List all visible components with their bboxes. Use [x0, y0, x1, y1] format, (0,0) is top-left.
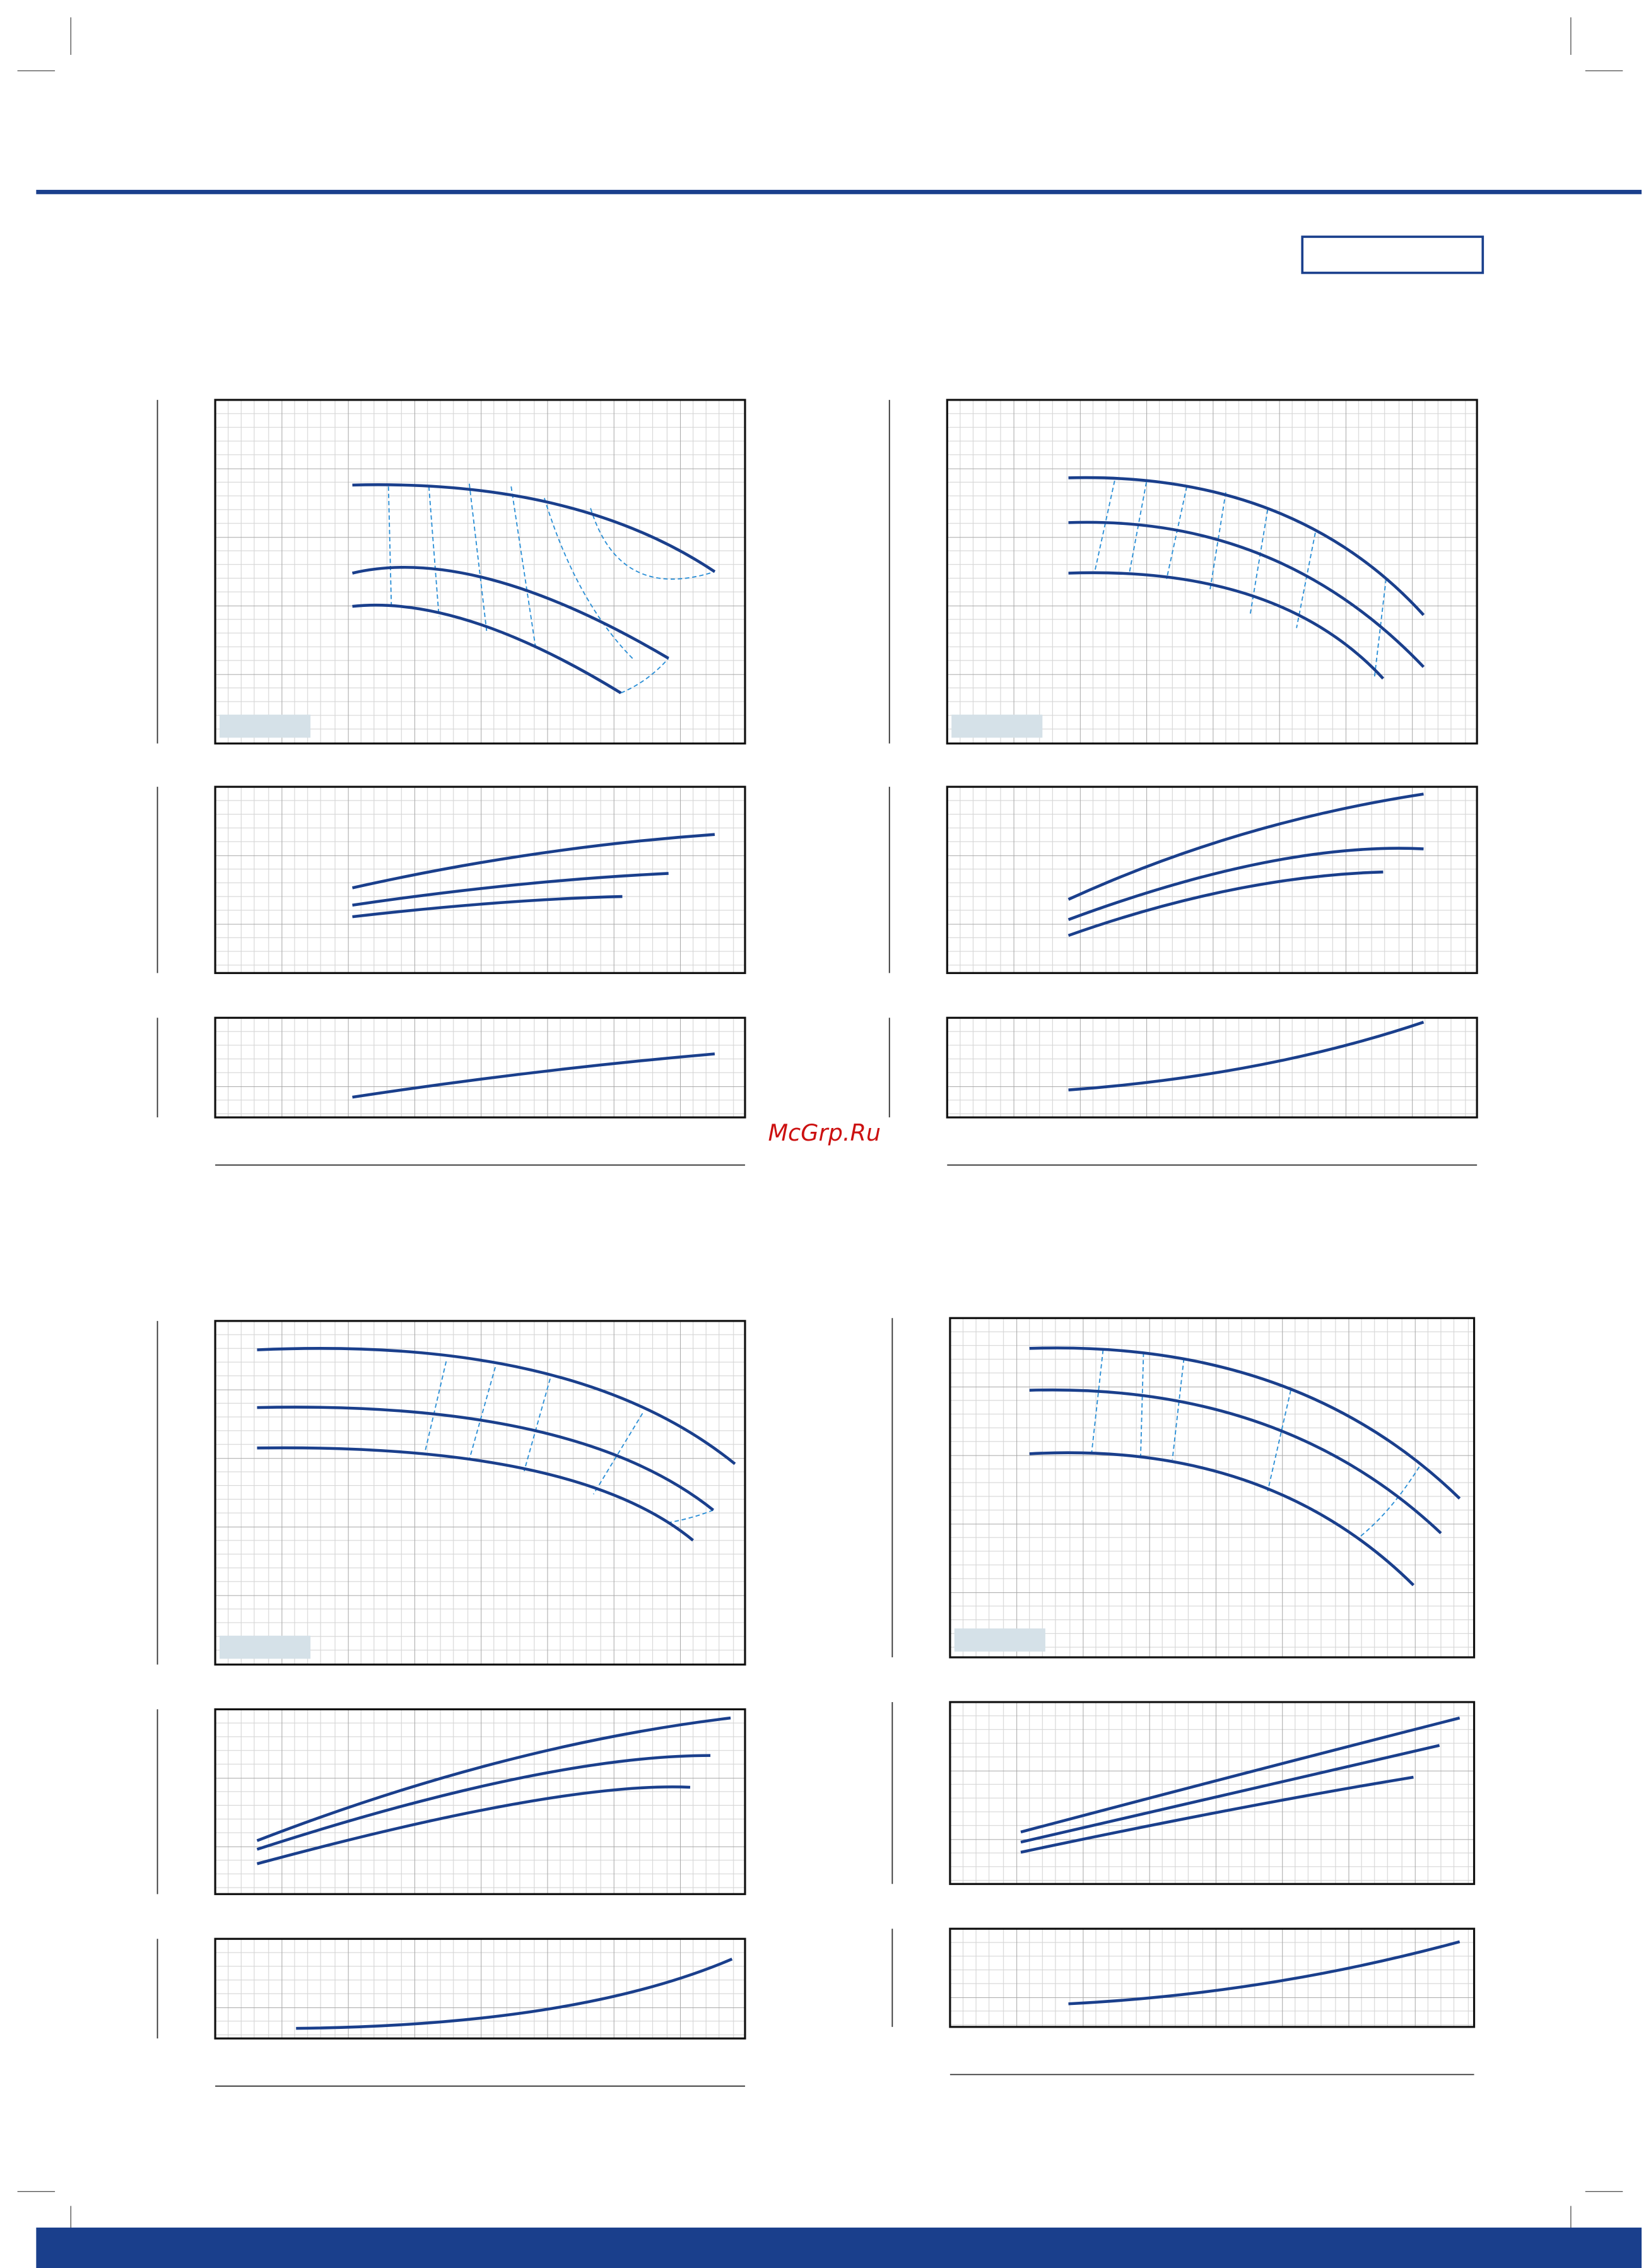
curve [1067, 870, 1384, 937]
dashed-curve [523, 1378, 551, 1472]
curve [1020, 1716, 1461, 1834]
curve [352, 603, 622, 695]
frame [214, 785, 746, 974]
label-box [954, 1628, 1045, 1652]
grid [215, 787, 745, 973]
dashed-curve [592, 1413, 644, 1495]
curve [1068, 571, 1385, 680]
dashed-curve [1296, 532, 1316, 628]
curve [257, 1446, 695, 1542]
chart-panel [214, 1016, 746, 1119]
grid [215, 1018, 745, 1118]
crop-marks [17, 17, 1623, 2245]
curve [1029, 1451, 1415, 1587]
chart-panel [214, 785, 746, 974]
chart-group [156, 399, 746, 1166]
curve [1029, 1346, 1461, 1500]
frame [214, 1320, 746, 1666]
frame [946, 399, 1478, 745]
grid [949, 1318, 1474, 1658]
label-box [951, 714, 1043, 738]
dashed-curve [1373, 579, 1387, 678]
curve [352, 1052, 715, 1099]
dashed-curve [1267, 1390, 1291, 1492]
chart-group [156, 1320, 746, 2087]
frame [946, 1016, 1478, 1119]
curve [256, 1785, 691, 1866]
curve [352, 895, 623, 919]
dashed-curve [1209, 492, 1226, 591]
chart-panel [949, 1927, 1476, 2028]
frame [949, 1927, 1476, 2028]
curve [296, 1958, 733, 2030]
chart-panel [214, 1320, 746, 1666]
curve [1029, 1388, 1442, 1534]
curve [1068, 1940, 1461, 2006]
grid [215, 1709, 745, 1895]
dashed-curve [1140, 1353, 1144, 1457]
curve [1067, 792, 1424, 901]
chart-panel [946, 785, 1478, 974]
curve [1020, 1744, 1440, 1844]
header-box [1301, 235, 1484, 274]
chart-panel [214, 1708, 746, 1895]
dashed-curve [424, 1361, 447, 1454]
grid [215, 1939, 745, 2039]
grid [949, 1929, 1474, 2027]
header-rule [36, 189, 1642, 194]
dashed-curve [620, 657, 669, 694]
grid [947, 399, 1478, 744]
chart-panel [949, 1317, 1476, 1659]
frame [949, 1701, 1476, 1885]
frame [214, 1937, 746, 2040]
dashed-curve [1356, 1466, 1420, 1540]
curve [1068, 520, 1425, 668]
frame [214, 1708, 746, 1895]
dashed-curve [468, 1366, 496, 1460]
curve [1068, 1020, 1425, 1091]
grid [947, 787, 1478, 973]
chart-group [891, 1317, 1476, 2076]
frame [214, 1016, 746, 1119]
grid [949, 1701, 1474, 1884]
grid [947, 1018, 1478, 1118]
footer-bar [36, 2227, 1642, 2268]
frame [214, 399, 746, 745]
chart-panel [214, 399, 746, 745]
chart-panel [949, 1701, 1476, 1885]
chart-group [888, 399, 1478, 1166]
dashed-curve [1172, 1358, 1185, 1460]
label-box [219, 1635, 311, 1659]
curve [256, 1716, 731, 1842]
curve [257, 1406, 715, 1512]
dashed-curve [468, 483, 488, 632]
dashed-curve [428, 486, 440, 617]
watermark: McGrp.Ru [768, 1119, 881, 1146]
curve [1067, 847, 1424, 921]
dashed-curve [1091, 1349, 1104, 1454]
curve [256, 1754, 711, 1851]
curve [352, 483, 716, 573]
label-box [219, 714, 311, 738]
curve [257, 1347, 736, 1466]
frame [946, 785, 1478, 974]
chart-panel [946, 399, 1478, 745]
frame [949, 1317, 1476, 1659]
curve [352, 872, 669, 907]
curve [351, 833, 715, 890]
dashed-curve [1128, 482, 1147, 575]
chart-panel [946, 1016, 1478, 1119]
curve [1020, 1775, 1414, 1854]
curve [351, 565, 669, 660]
dashed-curve [510, 486, 537, 649]
chart-panel [214, 1937, 746, 2040]
grid [215, 1320, 745, 1665]
curve [1068, 476, 1425, 616]
dashed-curve [1166, 486, 1188, 579]
dashed-curve [590, 508, 715, 580]
dashed-curve [1093, 480, 1115, 573]
dashed-curve [387, 486, 392, 605]
